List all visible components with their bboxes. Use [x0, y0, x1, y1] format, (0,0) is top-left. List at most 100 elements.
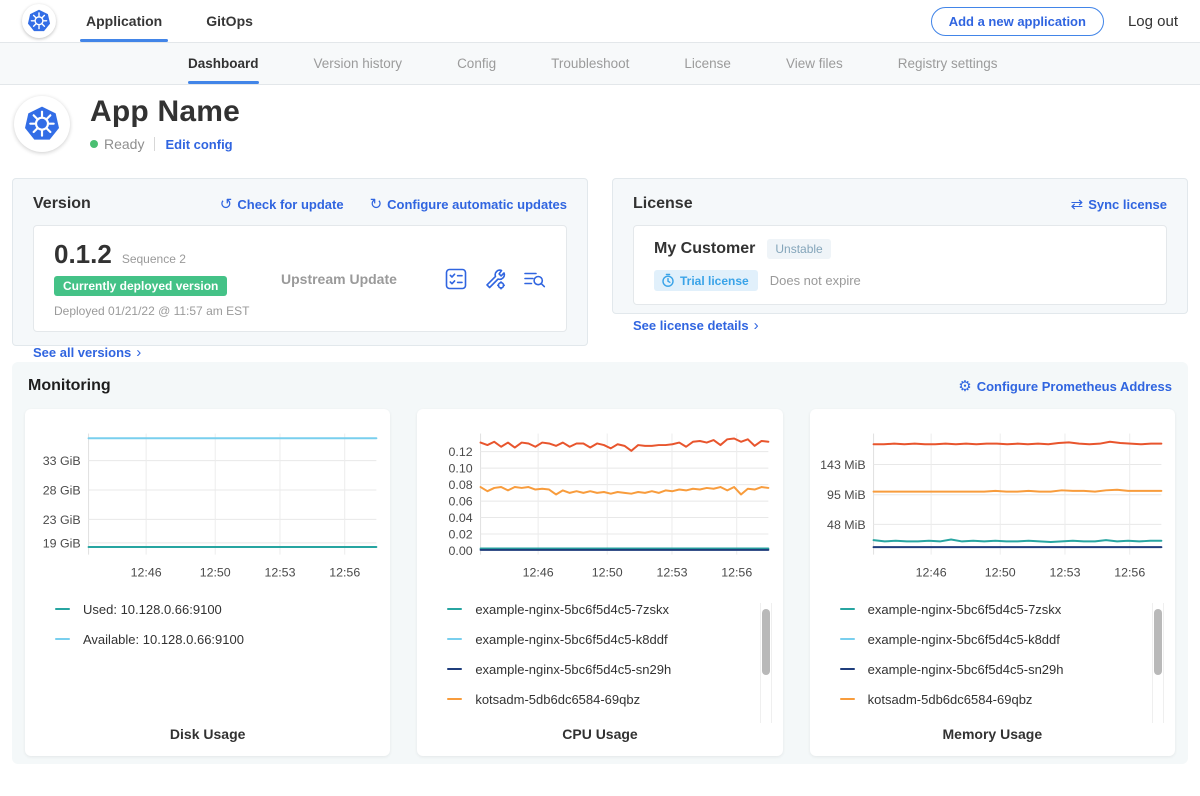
check-for-update-link[interactable]: ↺ Check for update	[220, 197, 344, 212]
scrollbar-thumb[interactable]	[761, 609, 770, 675]
version-card-title: Version	[33, 195, 91, 212]
tab-gitops[interactable]: GitOps	[206, 0, 253, 42]
memory-usage-chart: 143 MiB 95 MiB 48 MiB 12:46 12:50 12:53 12:56	[820, 433, 1163, 579]
status-badge: Ready	[104, 136, 145, 152]
monitoring-section: Monitoring ⚙ Configure Prometheus Address…	[12, 362, 1188, 764]
tab-application[interactable]: Application	[79, 0, 169, 42]
subnav-license[interactable]: License	[684, 56, 731, 71]
cpu-usage-legend: example-nginx-5bc6f5d4c5-7zskx example-ng…	[447, 594, 774, 714]
auto-update-icon: ↻	[369, 195, 383, 213]
see-all-versions-link[interactable]: See all versions ›	[33, 345, 141, 360]
svg-text:0.12: 0.12	[449, 445, 473, 459]
sync-license-label: Sync license	[1088, 196, 1167, 212]
svg-text:12:53: 12:53	[657, 565, 688, 579]
legend-label: example-nginx-5bc6f5d4c5-sn29h	[475, 661, 672, 677]
subnav-dashboard[interactable]: Dashboard	[188, 43, 259, 84]
svg-text:48 MiB: 48 MiB	[827, 518, 866, 532]
svg-text:19 GiB: 19 GiB	[43, 536, 81, 550]
chevron-right-icon: ›	[136, 344, 142, 361]
legend-item: kotsadm-5db6dc6584-69qbz	[839, 684, 1167, 714]
edit-config-link[interactable]: Edit config	[165, 136, 233, 152]
legend-item: example-nginx-5bc6f5d4c5-sn29h	[447, 654, 774, 684]
svg-text:12:56: 12:56	[329, 565, 360, 579]
version-number: 0.1.2	[54, 239, 112, 269]
subnav-version-history[interactable]: Version history	[313, 56, 403, 71]
legend-swatch	[447, 667, 463, 671]
legend-swatch	[447, 697, 463, 701]
logout-button[interactable]: Log out	[1127, 12, 1178, 30]
check-for-update-label: Check for update	[237, 196, 344, 212]
legend-label: example-nginx-5bc6f5d4c5-7zskx	[867, 601, 1062, 617]
subnav-troubleshoot[interactable]: Troubleshoot	[551, 56, 630, 71]
app-subnav: Dashboard Version history Config Trouble…	[0, 42, 1200, 85]
legend-scrollbar[interactable]	[759, 603, 772, 723]
legend-swatch	[55, 607, 70, 611]
legend-item: example-nginx-5bc6f5d4c5-sn29h	[839, 654, 1167, 684]
svg-text:12:46: 12:46	[915, 565, 946, 579]
customer-name: My Customer	[654, 240, 756, 257]
subnav-registry-settings[interactable]: Registry settings	[897, 56, 998, 71]
legend-swatch	[839, 667, 855, 671]
memory-usage-chart-card: 143 MiB 95 MiB 48 MiB 12:46 12:50 12:53 12:56 …	[809, 409, 1175, 756]
see-all-versions-label: See all versions	[33, 345, 132, 360]
legend-scrollbar[interactable]	[1151, 603, 1164, 723]
channel-badge: Unstable	[767, 239, 831, 259]
add-application-button[interactable]: Add a new application	[930, 6, 1104, 36]
refresh-icon: ↺	[219, 195, 233, 213]
svg-text:12:50: 12:50	[592, 565, 623, 579]
legend-swatch	[447, 637, 463, 641]
see-license-details-link[interactable]: See license details ›	[633, 318, 759, 333]
subnav-view-files[interactable]: View files	[785, 56, 843, 71]
svg-text:143 MiB: 143 MiB	[820, 458, 865, 472]
version-card: Version ↺ Check for update ↻ Configure aut…	[12, 178, 588, 360]
chart-title: Memory Usage	[942, 726, 1043, 742]
legend-label: Available: 10.128.0.66:9100	[83, 631, 244, 647]
configure-prometheus-label: Configure Prometheus Address	[976, 378, 1172, 394]
legend-swatch	[839, 637, 855, 641]
config-wrench-icon[interactable]	[484, 268, 506, 290]
legend-label: Used: 10.128.0.66:9100	[83, 601, 222, 617]
cpu-usage-chart: 0.12 0.10 0.08 0.06 0.04 0.02 0.00 12:46 12:50 12…	[449, 433, 770, 579]
license-card: License ⇄ Sync license My Customer Unstab…	[612, 178, 1188, 333]
svg-text:12:56: 12:56	[1114, 565, 1145, 579]
license-details-box: My Customer Unstable Trial license Does …	[633, 225, 1167, 305]
trial-license-label: Trial license	[680, 273, 749, 288]
disk-usage-chart: 33 GiB 28 GiB 23 GiB 19 GiB 12:46 12:50 12:53 1…	[43, 433, 378, 579]
legend-label: kotsadm-5db6dc6584-69qbz	[867, 691, 1033, 707]
legend-item: example-nginx-5bc6f5d4c5-7zskx	[839, 594, 1167, 624]
svg-text:23 GiB: 23 GiB	[43, 513, 81, 527]
status-dot-icon	[90, 140, 98, 148]
legend-item: example-nginx-5bc6f5d4c5-k8ddf	[839, 624, 1167, 654]
legend-swatch	[447, 607, 463, 611]
deployed-badge: Currently deployed version	[54, 276, 228, 296]
tab-gitops-label: GitOps	[206, 13, 253, 29]
preflight-checks-icon[interactable]	[445, 268, 467, 290]
primary-tabs: Application GitOps	[79, 0, 297, 42]
cpu-usage-chart-card: 0.12 0.10 0.08 0.06 0.04 0.02 0.00 12:46 12:50 12…	[417, 409, 783, 756]
sync-icon: ⇄	[1070, 195, 1084, 213]
scrollbar-thumb[interactable]	[1153, 609, 1162, 675]
svg-text:12:46: 12:46	[523, 565, 554, 579]
svg-text:28 GiB: 28 GiB	[43, 483, 81, 497]
configure-auto-updates-link[interactable]: ↻ Configure automatic updates	[370, 197, 567, 212]
legend-label: example-nginx-5bc6f5d4c5-k8ddf	[475, 631, 668, 647]
gear-icon: ⚙	[958, 377, 972, 395]
svg-text:95 MiB: 95 MiB	[827, 488, 866, 502]
legend-item: example-nginx-5bc6f5d4c5-7zskx	[447, 594, 774, 624]
legend-item: kotsadm-5db6dc6584-69qbz	[447, 684, 774, 714]
svg-text:12:53: 12:53	[1049, 565, 1080, 579]
divider	[154, 137, 156, 151]
trial-license-badge: Trial license	[654, 270, 758, 291]
sequence-label: Sequence 2	[121, 252, 186, 266]
configure-prometheus-link[interactable]: ⚙ Configure Prometheus Address	[958, 379, 1172, 394]
subnav-config[interactable]: Config	[457, 56, 497, 71]
svg-text:0.02: 0.02	[449, 527, 473, 541]
sync-license-link[interactable]: ⇄ Sync license	[1071, 197, 1167, 212]
deploy-logs-icon[interactable]	[523, 268, 546, 290]
license-expiry: Does not expire	[769, 273, 861, 288]
svg-text:0.04: 0.04	[449, 511, 473, 525]
svg-text:12:50: 12:50	[200, 565, 231, 579]
legend-label: example-nginx-5bc6f5d4c5-k8ddf	[867, 631, 1060, 647]
clock-icon	[662, 273, 674, 287]
svg-text:12:56: 12:56	[722, 565, 753, 579]
